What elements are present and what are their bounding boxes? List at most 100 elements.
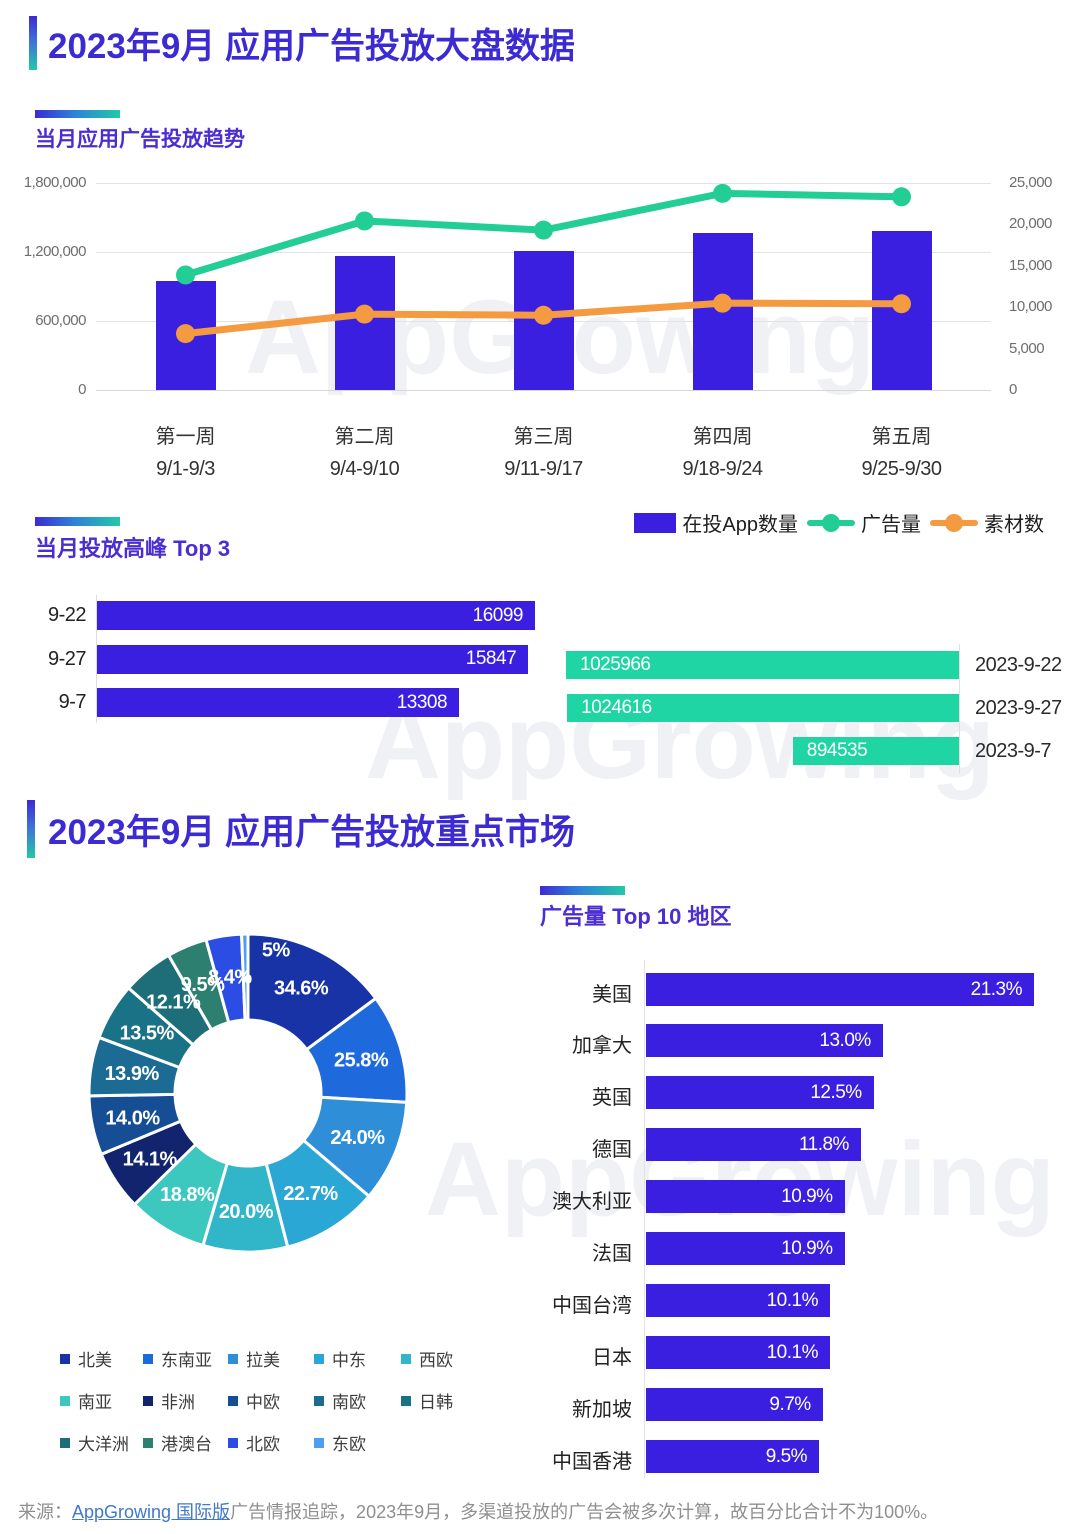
legend-swatch-icon	[60, 1437, 70, 1448]
x-axis-week-label: 第五周	[871, 426, 932, 448]
x-axis-week-label: 第二周	[334, 426, 395, 448]
line-dot	[355, 304, 374, 324]
gridline	[96, 183, 991, 184]
legend-label: 南欧	[332, 1393, 366, 1412]
source-suffix: 广告情报追踪，2023年9月，多渠道投放的广告会被多次计算，故百分比合计不为10…	[230, 1502, 939, 1522]
legend-label: 素材数	[984, 514, 1044, 536]
top3-apps-bar-value: 15847	[465, 648, 517, 669]
top3-apps-category-label: 9-27	[47, 647, 87, 670]
top10-category-label: 英国	[592, 1087, 632, 1109]
line-dot	[355, 211, 374, 231]
gridline	[96, 390, 991, 391]
donut-legend-item: 东欧	[314, 1430, 366, 1455]
bar-swatch-icon	[634, 512, 677, 533]
right-axis-tick: 25,000	[1009, 174, 1052, 191]
top10-category-label: 中国台湾	[552, 1295, 632, 1317]
donut-legend-item: 非洲	[143, 1388, 195, 1413]
top10-category-label: 日本	[592, 1347, 632, 1369]
line-dot	[713, 183, 732, 203]
line-dot	[176, 265, 195, 285]
section1-title: 2023年9月 应用广告投放大盘数据	[48, 27, 576, 66]
legend-swatch-icon	[143, 1437, 153, 1448]
donut-legend-item: 南亚	[60, 1388, 112, 1413]
top3-title-chip	[35, 517, 120, 526]
trend-chart-title: 当月应用广告投放趋势	[35, 128, 245, 151]
trend-legend: 在投App数量 广告量 素材数	[634, 508, 1044, 537]
donut-legend-item: 东南亚	[143, 1346, 212, 1371]
donut-legend-item: 北美	[60, 1346, 112, 1371]
x-axis-week-label: 第四周	[692, 426, 753, 448]
appgrowing-link[interactable]: AppGrowing 国际版	[72, 1502, 231, 1522]
top10-bar-value: 12.5%	[810, 1081, 862, 1103]
legend-label: 广告量	[861, 514, 921, 536]
donut-legend-item: 日韩	[401, 1388, 453, 1413]
top10-bar: 10.9%	[646, 1232, 845, 1265]
donut-slice-label: 9.5%	[181, 974, 225, 996]
source-note: 来源：AppGrowing 国际版广告情报追踪，2023年9月，多渠道投放的广告…	[18, 1498, 1068, 1524]
left-axis-tick: 1,800,000	[23, 174, 87, 191]
legend-label: 在投App数量	[682, 514, 798, 536]
top10-bar: 9.7%	[646, 1388, 823, 1421]
legend-swatch-icon	[314, 1353, 324, 1364]
line-dot-swatch-icon	[930, 513, 978, 533]
line-dot	[176, 324, 195, 344]
top3-apps-bar: 16099	[97, 601, 535, 630]
right-axis-tick: 5,000	[1009, 339, 1045, 357]
donut-slice-label: 13.5%	[120, 1022, 175, 1044]
top3-apps-bar: 15847	[97, 644, 529, 674]
donut-legend-item: 港澳台	[143, 1430, 212, 1455]
top3-ads-chart: 1025966 2023-9-22 1024616 2023-9-27 894535 20…	[540, 640, 1080, 790]
top10-bar: 10.1%	[646, 1284, 830, 1317]
weekly-trend-chart: 1,800,000 1,200,000 600,000 0 25,000 20,000 15…	[0, 170, 1080, 480]
top3-ads-date-label: 2023-9-22	[975, 654, 1062, 676]
top3-ads-bar: 894535	[792, 737, 959, 765]
legend-swatch-icon	[60, 1395, 70, 1406]
legend-item-ads: 广告量	[807, 508, 921, 537]
donut-slice-label: 14.1%	[123, 1148, 178, 1170]
top10-bar: 11.8%	[646, 1128, 861, 1161]
top10-category-label: 加拿大	[572, 1035, 632, 1057]
donut-legend-item: 中东	[314, 1346, 366, 1371]
top10-axis	[644, 960, 645, 1478]
legend-label: 东南亚	[161, 1351, 212, 1370]
top10-title: 广告量 Top 10 地区	[540, 904, 732, 929]
top3-apps-category-label: 9-7	[58, 691, 87, 713]
top3-ads-bar: 1024616	[567, 694, 959, 722]
top10-bar-value: 10.9%	[781, 1237, 833, 1259]
top10-bar: 13.0%	[646, 1024, 883, 1057]
x-axis-date-label: 9/4-9/10	[329, 458, 400, 480]
legend-swatch-icon	[314, 1395, 324, 1406]
donut-legend-item: 南欧	[314, 1388, 366, 1413]
x-axis-week-label: 第一周	[155, 426, 216, 448]
top3-ads-bar-value: 894535	[806, 740, 868, 761]
donut-slice-label: 24.0%	[330, 1127, 385, 1149]
top3-ads-bar-value: 1024616	[581, 697, 652, 718]
line-dot-swatch-icon	[807, 513, 855, 533]
x-axis-date-label: 9/18-9/24	[682, 458, 763, 480]
left-axis-tick: 1,200,000	[23, 243, 87, 260]
top10-category-label: 新加坡	[572, 1399, 632, 1421]
top10-bar: 12.5%	[646, 1076, 874, 1109]
donut-slice-label: 13.9%	[105, 1063, 160, 1085]
x-axis-date-label: 9/25-9/30	[861, 458, 942, 480]
donut-slice-label: 25.8%	[334, 1049, 389, 1071]
line-dot	[534, 220, 553, 240]
top3-title: 当月投放高峰 Top 3	[35, 536, 231, 561]
donut-slice-label: 22.7%	[283, 1183, 338, 1205]
x-axis-date-label: 9/11-9/17	[504, 458, 583, 480]
donut-slice-label: 5%	[262, 940, 291, 962]
legend-label: 中东	[332, 1351, 366, 1370]
legend-swatch-icon	[228, 1395, 238, 1406]
top10-bar-value: 10.1%	[766, 1341, 819, 1363]
legend-label: 中欧	[246, 1393, 280, 1412]
region-share-donut-chart: 34.6% 25.8% 24.0% 22.7% 20.0% 18.8% 14.1% 14.0%…	[58, 932, 438, 1254]
legend-swatch-icon	[60, 1353, 70, 1364]
donut-slice	[240, 932, 250, 1022]
legend-label: 南亚	[78, 1393, 112, 1412]
top10-bar: 10.9%	[646, 1180, 845, 1213]
legend-label: 大洋洲	[78, 1435, 129, 1454]
right-axis-tick: 10,000	[1009, 298, 1052, 316]
legend-item-creatives: 素材数	[930, 508, 1044, 537]
section2-accent-bar	[27, 800, 35, 858]
top10-title-chip	[540, 886, 625, 895]
